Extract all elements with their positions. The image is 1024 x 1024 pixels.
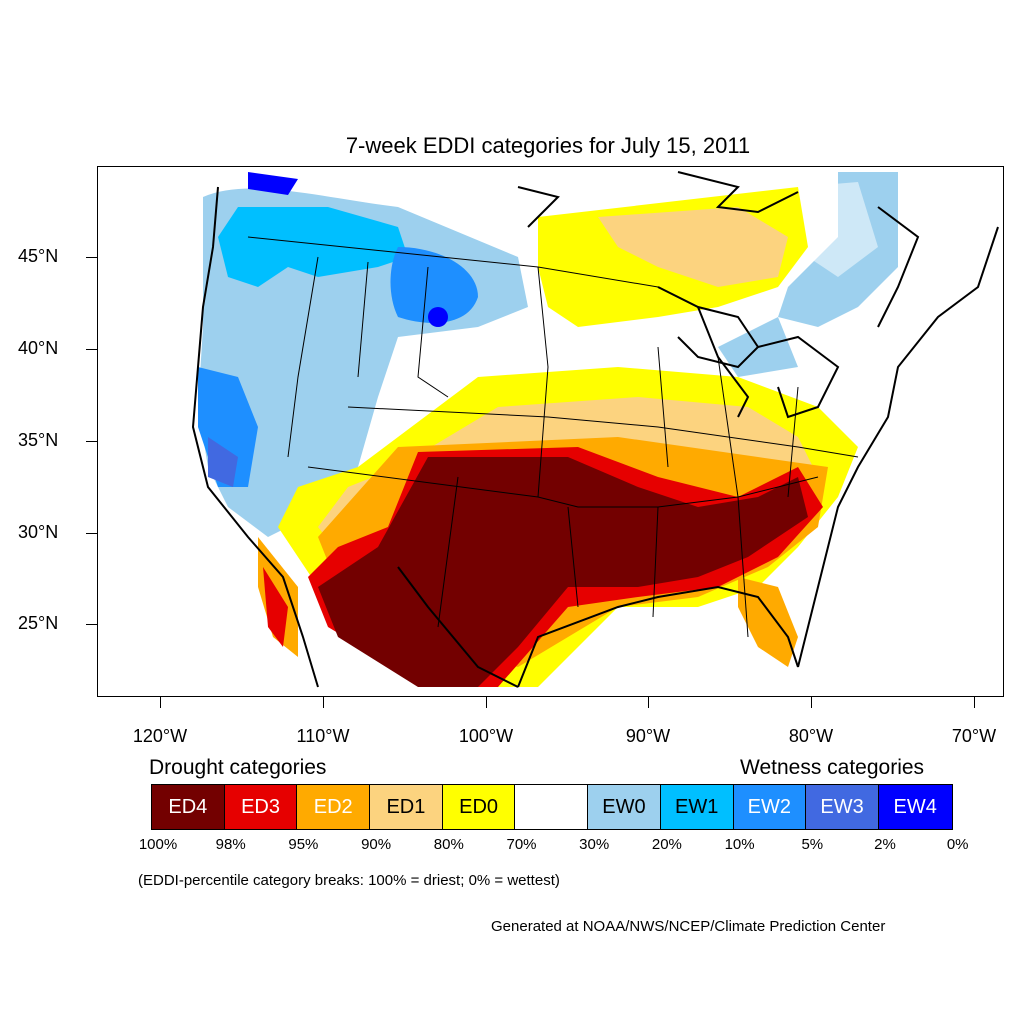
percentile-break-label: 20% [651, 836, 682, 853]
category-note: (EDDI-percentile category breaks: 100% =… [138, 872, 560, 889]
lon-tick [323, 697, 324, 708]
lon-label-110: 110°W [296, 726, 350, 746]
legend-swatch-ed0: ED0 [442, 785, 516, 829]
lon-tick [486, 697, 487, 708]
category-legend: ED4 ED3 ED2 ED1 ED0 EW0 EW1 EW2 EW3 EW4 [151, 784, 953, 830]
lon-tick [811, 697, 812, 708]
percentile-break-label: 95% [288, 836, 319, 853]
lat-label-40: 40°N [18, 338, 59, 358]
percentile-break-label: 5% [801, 836, 824, 853]
legend-swatch-ed4: ED4 [152, 785, 225, 829]
percentile-break-label: 98% [215, 836, 246, 853]
percentile-break-label: 80% [433, 836, 464, 853]
lon-tick [160, 697, 161, 708]
lat-tick [86, 533, 97, 534]
percentile-break-label: 0% [946, 836, 969, 853]
percentile-break-label: 10% [724, 836, 755, 853]
legend-swatch-ew0: EW0 [588, 785, 661, 829]
legend-swatch-ed3: ED3 [224, 785, 298, 829]
legend-swatch-normal [515, 785, 589, 829]
percentile-break-label: 30% [579, 836, 610, 853]
lon-label-100: 100°W [458, 726, 514, 746]
drought-heading: Drought categories [149, 756, 327, 779]
legend-swatch-ew4: EW4 [878, 785, 952, 829]
lon-label-120: 120°W [132, 726, 188, 746]
lat-label-30: 30°N [18, 522, 59, 542]
percentile-break-label: 70% [506, 836, 537, 853]
legend-swatch-ew3: EW3 [806, 785, 879, 829]
lat-tick [86, 624, 97, 625]
lon-label-70: 70°W [951, 726, 997, 746]
percentile-break-label: 2% [874, 836, 896, 853]
lat-tick [86, 257, 97, 258]
wetness-heading: Wetness categories [740, 756, 925, 779]
legend-swatch-ew1: EW1 [660, 785, 734, 829]
lon-label-80: 80°W [788, 726, 834, 746]
lat-label-45: 45°N [18, 246, 59, 266]
lon-label-90: 90°W [625, 726, 671, 746]
percentile-break-label: 90% [361, 836, 392, 853]
lat-label-35: 35°N [18, 430, 59, 450]
lat-tick [86, 441, 97, 442]
lon-tick [648, 697, 649, 708]
coastlines [191, 171, 999, 688]
map-title: 7-week EDDI categories for July 15, 2011 [345, 133, 751, 158]
map-panel [97, 166, 1004, 697]
credit-line: Generated at NOAA/NWS/NCEP/Climate Predi… [491, 918, 886, 935]
legend-swatch-ed1: ED1 [370, 785, 443, 829]
lon-tick [974, 697, 975, 708]
percentile-break-label: 100% [138, 836, 178, 853]
eddi-map [191, 171, 999, 688]
lat-label-25: 25°N [18, 613, 59, 633]
lat-tick [86, 349, 97, 350]
legend-swatch-ed2: ED2 [297, 785, 371, 829]
legend-swatch-ew2: EW2 [733, 785, 807, 829]
